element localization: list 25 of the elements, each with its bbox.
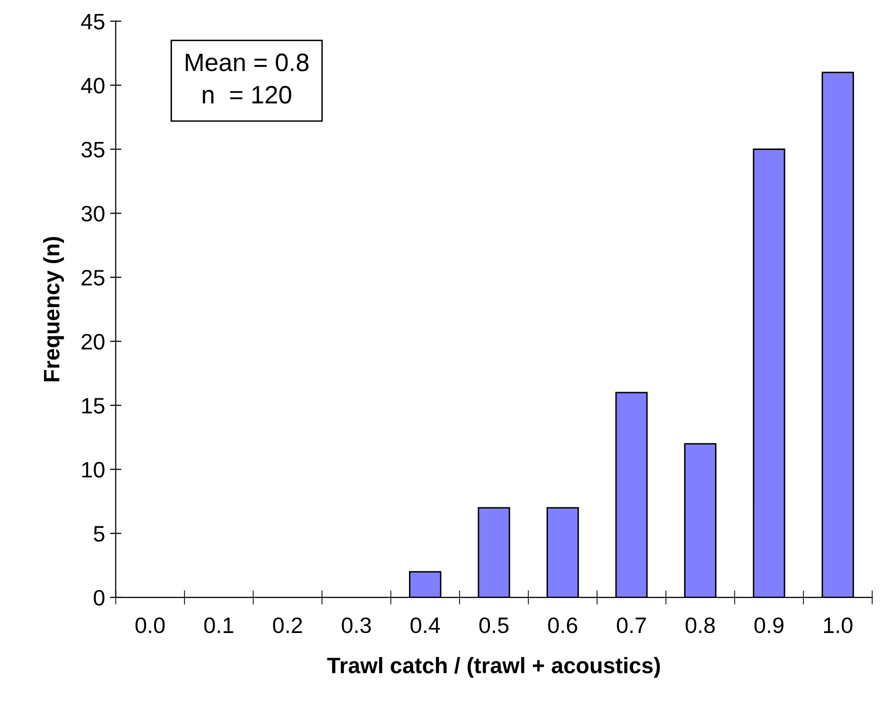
y-tick-label: 10	[82, 462, 104, 478]
y-tick-label: 5	[94, 526, 104, 542]
annotation: n = 120	[202, 86, 292, 104]
y-tick-label: 0	[94, 590, 104, 606]
x-tick-label: 1.0	[824, 617, 852, 634]
y-tick-label: 15	[82, 398, 104, 414]
y-tick-label: 25	[82, 270, 104, 286]
y-tick-label: 35	[81, 142, 104, 158]
x-tick-label: 0.1	[204, 617, 234, 634]
y-tick-label: 45	[81, 14, 104, 30]
x-tick-label: 0.8	[686, 617, 715, 634]
x-tick-label: 0.5	[479, 617, 508, 634]
annotation: Mean = 0.8	[186, 54, 308, 72]
x-tick-label: 0.0	[136, 617, 165, 634]
x-tick-label: 0.7	[616, 617, 646, 634]
x-tick-label: 0.6	[548, 617, 578, 634]
x-axis-title: Trawl catch / (trawl + acoustics)	[327, 657, 660, 678]
y-tick-label: 20	[82, 334, 104, 350]
x-tick-label: 0.9	[754, 617, 784, 634]
x-tick-label: 0.3	[342, 617, 371, 634]
x-tick-label: 0.2	[273, 617, 302, 634]
y-tick-label: 40	[81, 78, 104, 94]
y-tick-label: 30	[81, 206, 104, 222]
x-tick-label: 0.4	[410, 617, 440, 634]
y-axis-title: Frequency (n)	[43, 236, 64, 382]
